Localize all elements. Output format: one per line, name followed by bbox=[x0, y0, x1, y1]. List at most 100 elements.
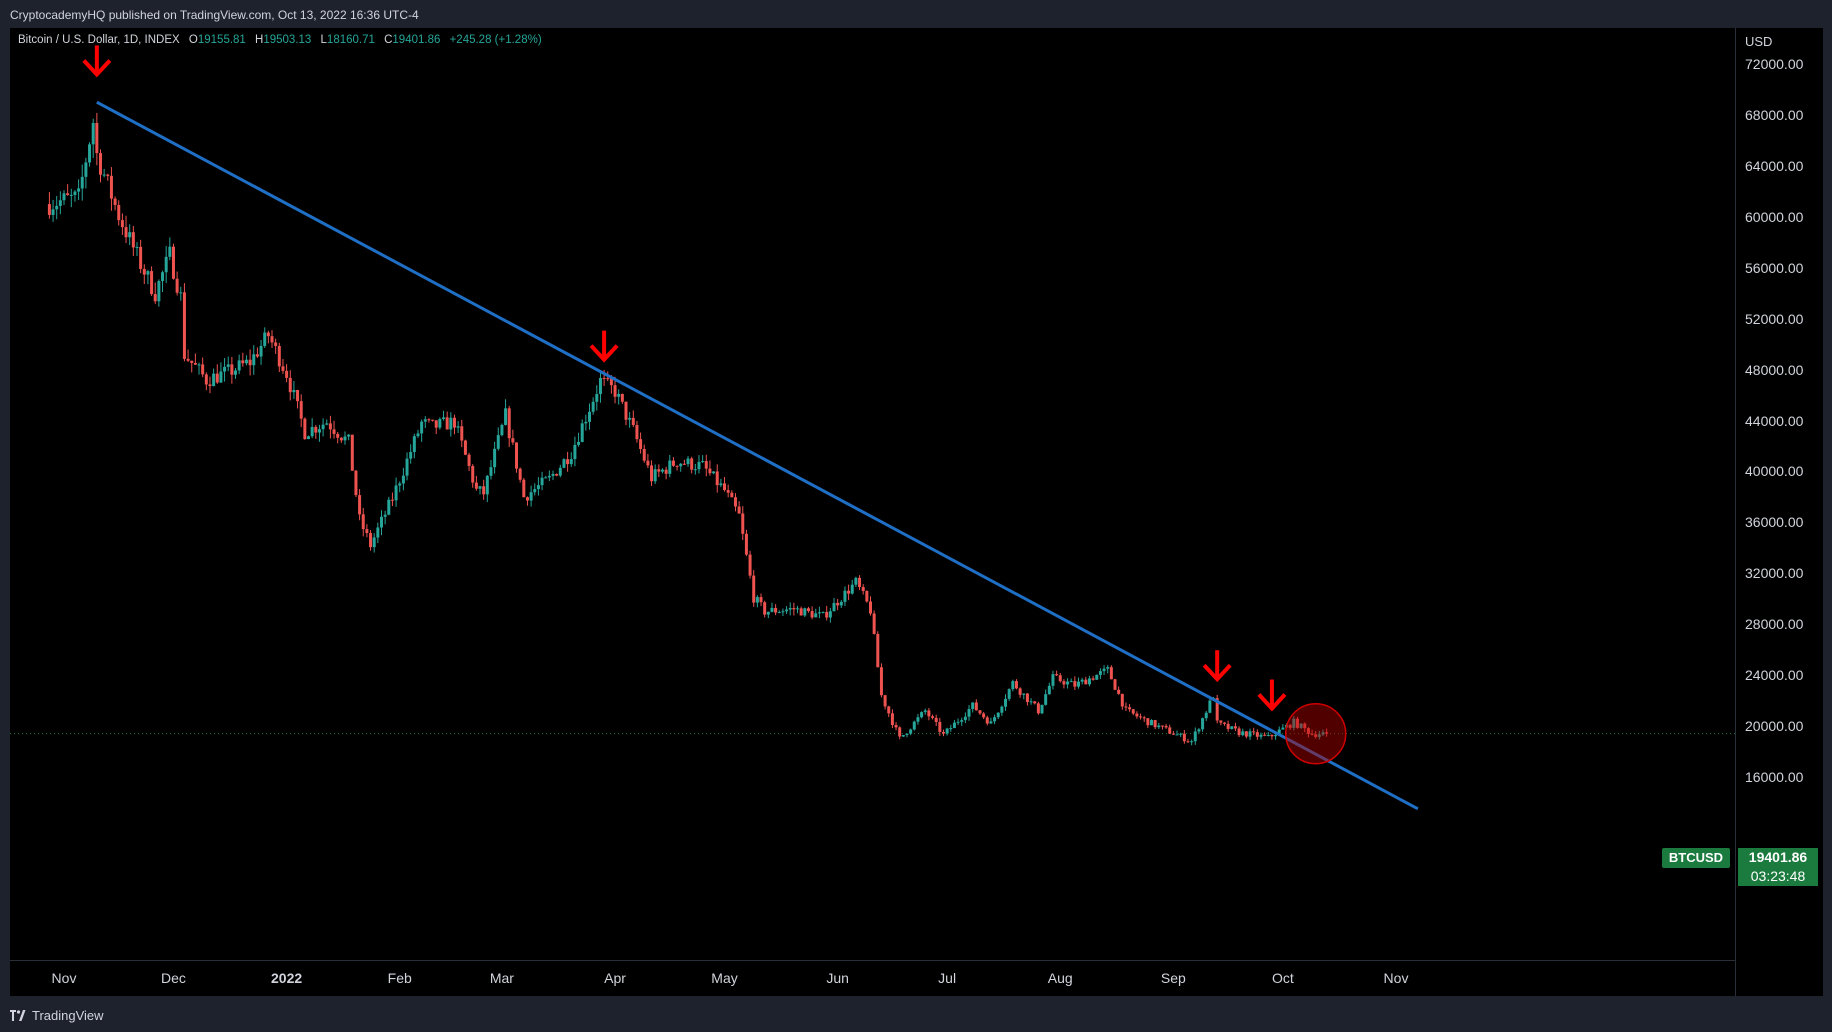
candle-body bbox=[1033, 701, 1037, 704]
price-tick-label: 24000.00 bbox=[1745, 667, 1804, 684]
candle-body bbox=[303, 418, 307, 440]
candle-body bbox=[1204, 712, 1208, 719]
candle-body bbox=[577, 441, 581, 445]
time-tick-label: May bbox=[711, 970, 738, 986]
candle-body bbox=[1128, 707, 1132, 710]
candle-body bbox=[905, 733, 909, 736]
candle-body bbox=[901, 735, 905, 737]
time-axis[interactable] bbox=[10, 960, 1735, 997]
candle-body bbox=[113, 198, 117, 206]
tradingview-logo[interactable]: TradingView bbox=[10, 1008, 104, 1023]
candle-body bbox=[1109, 667, 1113, 680]
candle-body bbox=[219, 371, 223, 383]
price-tick-label: 28000.00 bbox=[1745, 616, 1804, 633]
candle-body bbox=[511, 438, 515, 443]
candle-body bbox=[1069, 681, 1073, 683]
candle-body bbox=[642, 448, 646, 461]
candle-body bbox=[1263, 734, 1267, 736]
candle-body bbox=[77, 188, 81, 192]
candle-body bbox=[215, 373, 219, 383]
candle-body bbox=[463, 440, 467, 455]
candle-body bbox=[639, 439, 643, 449]
candle-body bbox=[1131, 709, 1135, 714]
candle-body bbox=[657, 469, 661, 472]
candle-body bbox=[1018, 688, 1022, 695]
candle-body bbox=[1120, 693, 1124, 707]
candle-body bbox=[1281, 727, 1285, 730]
candle-body bbox=[431, 419, 435, 421]
candle-body bbox=[993, 717, 997, 722]
candle-body bbox=[255, 354, 259, 357]
candle-body bbox=[792, 607, 796, 610]
candle-body bbox=[288, 377, 292, 393]
candle-body bbox=[1193, 731, 1197, 742]
bar-countdown: 03:23:48 bbox=[1750, 868, 1806, 884]
candle-body bbox=[697, 461, 701, 470]
candle-body bbox=[496, 435, 500, 449]
candle-body bbox=[58, 200, 62, 206]
candle-body bbox=[803, 608, 807, 616]
candle-body bbox=[1029, 701, 1033, 703]
candle-body bbox=[150, 271, 154, 295]
candle-body bbox=[420, 421, 424, 434]
candle-body bbox=[916, 717, 920, 722]
candle-body bbox=[314, 426, 318, 433]
candle-body bbox=[686, 458, 690, 465]
candle-body bbox=[690, 458, 694, 470]
price-axis[interactable] bbox=[1735, 28, 1823, 996]
candle-body bbox=[920, 712, 924, 718]
candle-body bbox=[387, 499, 391, 515]
candle-body bbox=[277, 345, 281, 367]
candle-body bbox=[956, 721, 960, 723]
candle-body bbox=[1011, 681, 1015, 690]
candle-body bbox=[781, 611, 785, 613]
candle-body bbox=[606, 378, 610, 380]
candle-body bbox=[131, 232, 135, 248]
time-tick-label: Mar bbox=[489, 970, 514, 986]
candle-body bbox=[139, 246, 143, 269]
candle-body bbox=[270, 336, 274, 343]
candle-body bbox=[237, 360, 241, 371]
candle-body bbox=[796, 608, 800, 610]
candle-body bbox=[102, 174, 106, 176]
candle-body bbox=[120, 220, 124, 228]
candle-body bbox=[106, 174, 110, 176]
candle-body bbox=[927, 710, 931, 717]
candle-body bbox=[1237, 728, 1241, 736]
candle-body bbox=[442, 417, 446, 419]
candle-body bbox=[1095, 674, 1099, 680]
candle-body bbox=[474, 482, 478, 489]
candle-body bbox=[117, 205, 121, 221]
candle-body bbox=[591, 401, 595, 412]
candle-body bbox=[562, 459, 566, 468]
candle-body bbox=[84, 162, 88, 177]
price-tick-label: 16000.00 bbox=[1745, 769, 1804, 785]
candle-body bbox=[551, 473, 555, 476]
candle-body bbox=[401, 475, 405, 484]
candle-body bbox=[1113, 679, 1117, 690]
candle-body bbox=[1292, 718, 1296, 728]
candle-body bbox=[525, 497, 529, 501]
change-value: +245.28 (+1.28%) bbox=[449, 34, 542, 46]
candle-body bbox=[755, 597, 759, 603]
candle-body bbox=[1186, 741, 1190, 743]
price-tick-label: 64000.00 bbox=[1745, 157, 1804, 174]
candle-body bbox=[825, 611, 829, 618]
price-tick-label: 68000.00 bbox=[1745, 106, 1804, 123]
candle-body bbox=[405, 458, 409, 476]
price-tick-label: 40000.00 bbox=[1745, 463, 1804, 480]
candle-body bbox=[47, 204, 51, 215]
candle-body bbox=[515, 442, 519, 469]
candle-body bbox=[201, 364, 205, 375]
last-price-tag: 19401.86 03:23:48 bbox=[1738, 848, 1818, 886]
candle-body bbox=[500, 424, 504, 436]
candle-body bbox=[628, 417, 632, 420]
candle-body bbox=[390, 499, 394, 501]
candle-body bbox=[806, 608, 810, 612]
candle-body bbox=[504, 408, 508, 425]
candle-body bbox=[544, 477, 548, 479]
candle-body bbox=[51, 209, 55, 215]
chart-pane[interactable] bbox=[10, 28, 1735, 960]
candle-body bbox=[704, 461, 708, 469]
candle-body bbox=[55, 205, 59, 210]
